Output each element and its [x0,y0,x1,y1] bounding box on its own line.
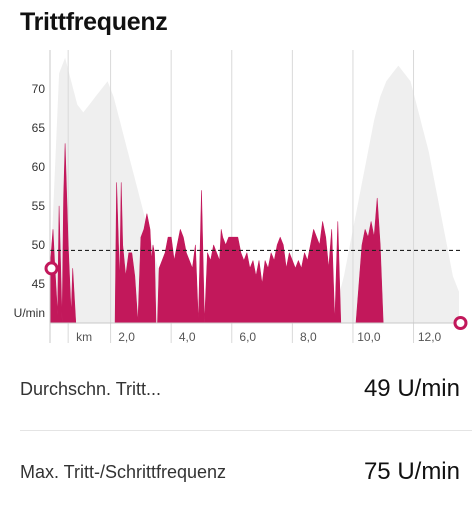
x-tick-label: 2,0 [118,330,135,344]
stat-average-cadence-value: 49 U/min [363,375,460,402]
stat-max-cadence-label: Max. Tritt-/Schrittfrequenz [20,461,227,482]
cadence-chart: 2,0 4,0 6,0 8,0 10,0 12,0 km 70 65 60 55 50 45 U/min [0,50,472,350]
y-tick-label: 50 [32,238,46,252]
y-tick-label: 45 [32,277,46,291]
marker-layer [44,261,468,330]
y-tick-label: 60 [32,160,46,174]
y-tick-label: 65 [32,121,46,135]
stat-max-cadence: Max. Tritt-/Schrittfrequenz 75 U/min [20,452,460,492]
x-axis-label: km [76,330,92,344]
page-title: Trittfrequenz [20,8,168,36]
divider [20,430,472,431]
x-tick-label: 12,0 [418,330,442,344]
stat-max-cadence-value: 75 U/min [363,458,460,485]
stat-average-cadence-label: Durchschn. Tritt... [20,378,162,399]
y-tick-label: 55 [32,199,46,213]
x-tick-label: 10,0 [357,330,381,344]
cadence-chart-svg: 2,0 4,0 6,0 8,0 10,0 12,0 km 70 65 60 55 50 45 U/min [14,50,468,344]
stat-average-cadence: Durchschn. Tritt... 49 U/min [20,369,460,409]
y-axis-label: U/min [14,306,45,320]
end-marker [453,316,468,330]
start-marker [44,261,59,276]
x-tick-label: 8,0 [300,330,317,344]
y-tick-label: 70 [32,82,46,96]
x-tick-label: 6,0 [239,330,256,344]
x-tick-label: 4,0 [179,330,196,344]
axis-layer: 2,0 4,0 6,0 8,0 10,0 12,0 km 70 65 60 55 50 45 U/min [14,50,462,344]
